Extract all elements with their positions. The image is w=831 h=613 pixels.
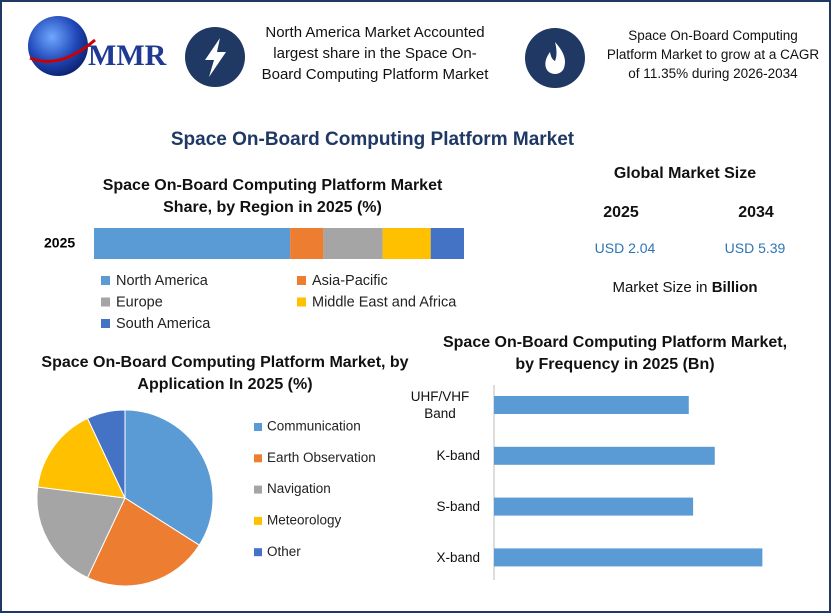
icon-bolt xyxy=(205,38,226,77)
bar xyxy=(494,446,715,465)
legend-label: Meteorology xyxy=(267,512,342,527)
category-label: 2025 xyxy=(44,235,75,251)
legend-swatch xyxy=(254,423,262,431)
legend-swatch xyxy=(101,297,110,307)
icon-circle xyxy=(525,28,585,88)
year-label: 2025 xyxy=(603,204,639,221)
category-label: X-band xyxy=(436,549,480,565)
category-label: S-band xyxy=(436,499,480,515)
bar-segment xyxy=(94,228,291,259)
legend-label: Other xyxy=(267,544,301,559)
pie-slice xyxy=(86,497,200,587)
market-value: USD 2.04 xyxy=(594,240,656,256)
pie-slice xyxy=(86,409,126,499)
chart-title: Space On-Board Computing Platform Market… xyxy=(102,177,443,216)
bar-segment xyxy=(382,228,431,259)
category-label: UHF/VHF Band xyxy=(410,389,470,421)
legend-swatch xyxy=(101,276,110,285)
market-value: USD 5.39 xyxy=(724,240,786,256)
market-size-title: Global Market Size xyxy=(613,165,757,182)
pie-slice xyxy=(37,417,126,499)
logo-globe xyxy=(28,16,88,76)
bar-segment xyxy=(290,228,324,259)
note-unit: Billion xyxy=(711,279,758,296)
category-label: K-band xyxy=(436,448,480,464)
legend-label: Middle East and Africa xyxy=(312,294,457,310)
bar xyxy=(494,497,694,516)
market-note: Market Size in Billion xyxy=(580,279,790,296)
legend-label: North America xyxy=(116,273,209,289)
legend-swatch xyxy=(101,319,110,328)
legend-label: Europe xyxy=(116,294,163,310)
highlight-text: North America Market Accounted largest s… xyxy=(261,24,489,83)
bar xyxy=(494,548,763,567)
legend-label: Earth Observation xyxy=(267,450,376,465)
legend-label: Communication xyxy=(267,419,361,434)
year-label: 2034 xyxy=(738,204,774,221)
main-title: Space On-Board Computing Platform Market xyxy=(170,129,575,150)
bar-segment xyxy=(430,228,464,259)
icon-flame xyxy=(545,42,566,74)
highlight-text: Space On-Board Computing Platform Market… xyxy=(606,28,820,81)
pie-slice xyxy=(36,486,126,579)
legend-label: Asia-Pacific xyxy=(312,273,388,289)
legend-swatch xyxy=(297,297,306,307)
logo-text: MMR xyxy=(88,39,167,72)
legend-swatch xyxy=(254,454,262,463)
legend-swatch xyxy=(297,276,306,285)
legend-label: South America xyxy=(116,316,211,332)
bar-segment xyxy=(323,228,383,259)
note-text: Market Size in xyxy=(612,279,708,296)
legend-label: Navigation xyxy=(267,481,331,496)
legend-swatch xyxy=(254,516,262,525)
chart-title: Space On-Board Computing Platform Market… xyxy=(41,354,409,393)
legend-swatch xyxy=(254,548,262,557)
chart-title: Space On-Board Computing Platform Market… xyxy=(442,334,788,373)
legend-swatch xyxy=(254,485,262,494)
bar xyxy=(494,396,689,414)
logo-swoosh xyxy=(29,38,96,63)
